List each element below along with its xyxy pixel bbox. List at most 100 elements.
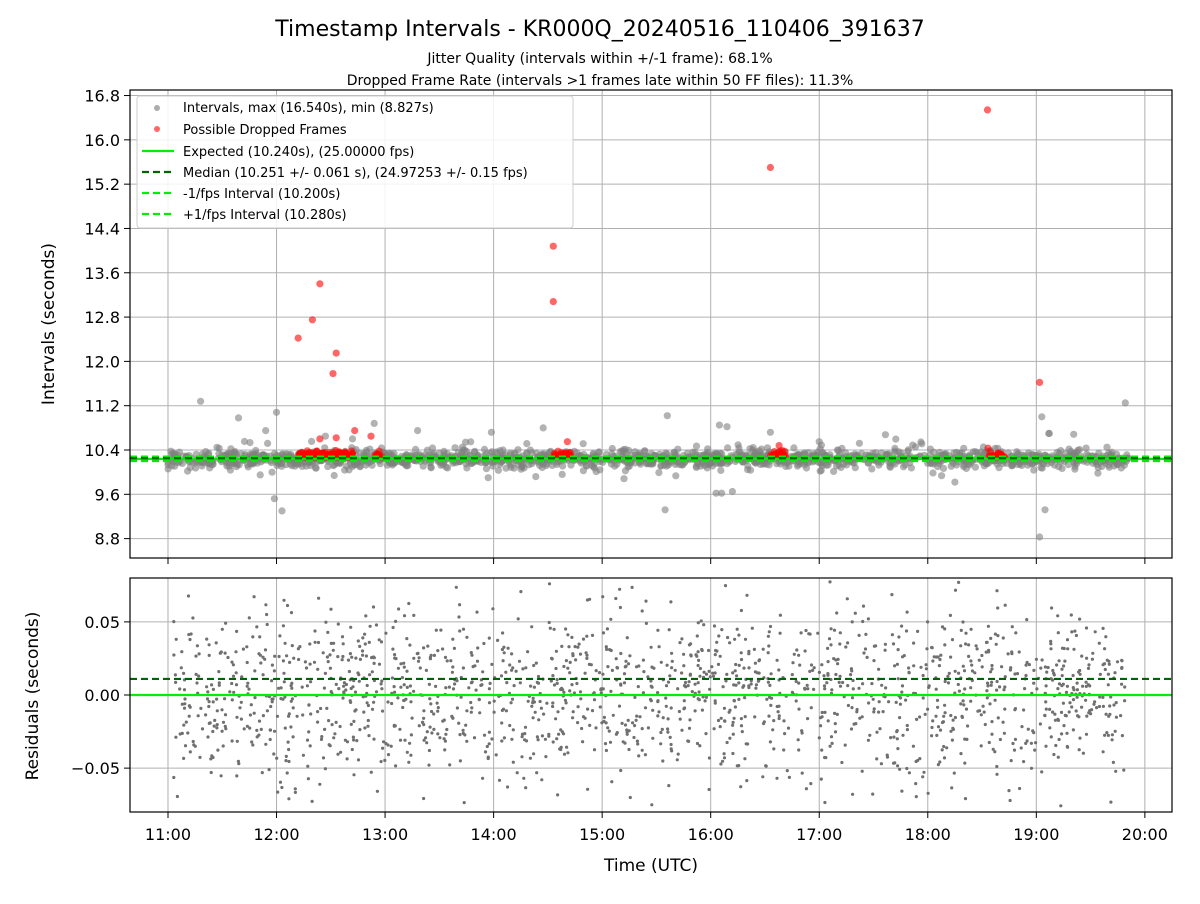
residual-point xyxy=(661,759,665,763)
residual-point xyxy=(927,684,931,688)
residual-point xyxy=(823,800,827,805)
residual-point xyxy=(535,735,540,739)
residual-point xyxy=(188,705,192,709)
residual-point xyxy=(578,690,583,694)
interval-point xyxy=(1016,460,1024,468)
interval-point xyxy=(523,449,531,458)
residual-point xyxy=(220,708,224,712)
residual-point xyxy=(756,679,761,683)
residual-point xyxy=(563,698,568,702)
residual-point xyxy=(566,633,570,637)
residual-point xyxy=(921,696,925,700)
residual-point xyxy=(435,701,439,705)
residual-point xyxy=(405,685,409,690)
residual-point xyxy=(713,653,717,657)
residual-point xyxy=(506,785,510,789)
residual-point xyxy=(250,740,254,744)
residual-point xyxy=(895,737,899,741)
residual-point xyxy=(702,670,706,674)
residual-point xyxy=(806,687,810,691)
residual-point xyxy=(743,715,747,719)
residual-point xyxy=(581,637,586,641)
residual-point xyxy=(768,624,773,629)
residual-point xyxy=(1001,720,1005,724)
residual-point xyxy=(979,713,983,717)
residual-point xyxy=(1051,710,1055,714)
residual-point xyxy=(219,774,223,778)
residual-point xyxy=(628,795,632,800)
residual-point xyxy=(247,687,251,691)
residual-point xyxy=(1046,665,1050,670)
residual-point xyxy=(768,683,772,688)
residual-point xyxy=(364,614,368,618)
interval-point xyxy=(240,437,249,446)
residual-point xyxy=(261,714,265,718)
chart-title: Timestamp Intervals - KR000Q_20240516_11… xyxy=(274,17,924,42)
residual-point xyxy=(309,680,313,684)
residual-point xyxy=(306,777,310,781)
residual-point xyxy=(323,671,327,676)
residual-point xyxy=(305,738,310,742)
residual-point xyxy=(874,644,878,648)
residual-point xyxy=(555,678,559,682)
residual-point xyxy=(206,735,210,739)
residual-point xyxy=(782,748,786,752)
residual-point xyxy=(409,753,413,757)
interval-point xyxy=(661,506,669,514)
residual-point xyxy=(199,706,203,711)
residual-point xyxy=(178,687,182,691)
residual-point xyxy=(767,630,771,634)
residual-point xyxy=(853,611,857,615)
interval-point xyxy=(480,445,489,453)
residual-point xyxy=(289,684,293,688)
residual-point xyxy=(1031,729,1035,733)
x-tick-label: 11:00 xyxy=(145,825,191,844)
residual-point xyxy=(857,633,861,638)
residual-point xyxy=(904,698,908,702)
residual-point xyxy=(334,720,338,725)
interval-point xyxy=(868,465,876,473)
residual-point xyxy=(998,685,1002,689)
residual-point xyxy=(794,679,798,684)
residual-point xyxy=(603,742,608,746)
residual-point xyxy=(1065,744,1069,749)
residual-point xyxy=(464,723,468,727)
residual-point xyxy=(454,585,458,589)
residual-point xyxy=(713,701,717,705)
residual-point xyxy=(836,662,840,666)
residual-point xyxy=(241,647,245,651)
residual-point xyxy=(625,728,629,732)
residual-point xyxy=(698,674,702,678)
residual-point xyxy=(451,637,455,641)
residual-point xyxy=(737,633,741,637)
residual-point xyxy=(930,646,934,650)
interval-point xyxy=(718,489,726,497)
interval-point xyxy=(674,445,682,453)
residual-point xyxy=(765,697,769,701)
residual-point xyxy=(851,678,855,683)
residual-point xyxy=(611,713,615,717)
residual-point xyxy=(552,683,557,687)
residual-point xyxy=(615,731,619,735)
interval-point xyxy=(724,444,732,452)
residual-point xyxy=(536,674,541,679)
residual-point xyxy=(964,707,969,711)
residual-point xyxy=(377,638,381,642)
residual-point xyxy=(339,750,343,754)
residual-point xyxy=(644,621,649,626)
residual-point xyxy=(218,651,222,655)
residual-point xyxy=(490,737,494,741)
residual-point xyxy=(221,720,226,724)
residual-point xyxy=(620,721,624,726)
top-interval-points xyxy=(164,397,1132,541)
interval-point xyxy=(197,397,205,405)
interval-point xyxy=(728,487,737,496)
residual-point xyxy=(298,645,302,649)
residual-point xyxy=(523,732,527,736)
residual-point xyxy=(1067,710,1071,714)
residual-point xyxy=(767,714,771,718)
residual-point xyxy=(990,720,994,724)
residual-point xyxy=(561,706,565,710)
interval-point xyxy=(523,440,531,448)
residual-point xyxy=(900,690,904,694)
